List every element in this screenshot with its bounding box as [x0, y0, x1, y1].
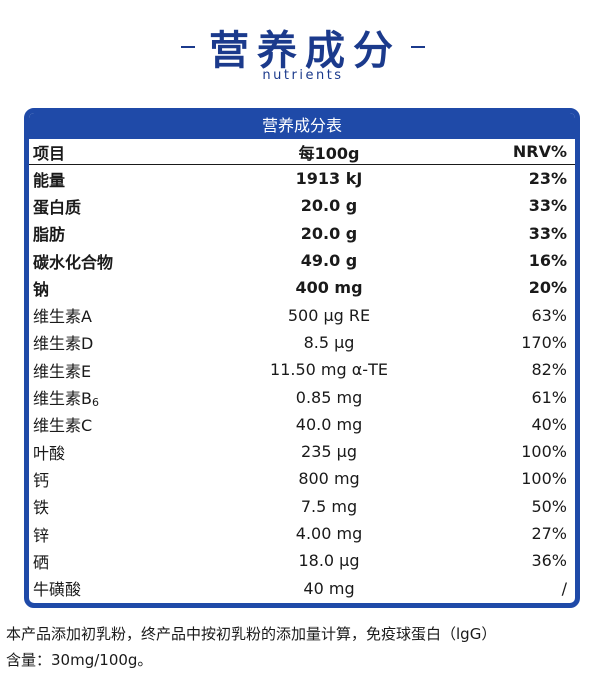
- row-item-name: 铁: [29, 494, 219, 518]
- table-row: 维生素E 11.50 mg α-TE 82%: [29, 356, 575, 383]
- nutrition-table: 营养成分表 项目 每100g NRV% 能量 1913 kJ 23% 蛋白质 20.0 …: [24, 108, 580, 608]
- table-body: 能量 1913 kJ 23% 蛋白质 20.0 g 33% 脂肪 20.0 g 33% 碳水化合物…: [29, 165, 575, 602]
- row-item-value: 0.85 mg: [295, 387, 363, 407]
- title-dash-right: [411, 46, 425, 48]
- footnote-line-1: 本产品添加初乳粉，终产品中按初乳粉的添加量计算，免疫球蛋白（lgG）: [6, 625, 497, 643]
- row-item-nrv: 100%: [521, 442, 567, 462]
- row-item-name: 维生素B6: [29, 385, 219, 409]
- row-item-name-text: 蛋白质: [33, 197, 82, 217]
- row-item-name-text: 铁: [33, 498, 50, 518]
- row-item-value: 18.0 μg: [298, 551, 360, 571]
- row-item-value: 40.0 mg: [295, 414, 363, 434]
- column-header-per100g: 每100g: [298, 143, 360, 163]
- row-item-name: 蛋白质: [29, 194, 219, 218]
- header: 营养成分 nutrients: [0, 0, 606, 100]
- table-row: 硒 18.0 μg 36%: [29, 547, 575, 574]
- row-item-name: 碳水化合物: [29, 249, 219, 273]
- row-item-name-text: 脂肪: [33, 225, 66, 245]
- row-item-value: 235 μg: [301, 442, 357, 462]
- footnote-line-2: 含量：30mg/100g。: [6, 651, 153, 669]
- row-item-nrv: 33%: [528, 196, 567, 216]
- table-row: 铁 7.5 mg 50%: [29, 493, 575, 520]
- row-item-nrv: 36%: [531, 551, 567, 571]
- row-item-name-text: 碳水化合物: [33, 252, 114, 272]
- row-item-name: 叶酸: [29, 440, 219, 464]
- table-row: 钠 400 mg 20%: [29, 274, 575, 301]
- row-item-name: 能量: [29, 167, 219, 191]
- table-row: 维生素D 8.5 μg 170%: [29, 329, 575, 356]
- row-item-nrv: 82%: [531, 360, 567, 380]
- row-item-value: 400 mg: [295, 278, 363, 298]
- row-item-name-text: 钠: [33, 279, 50, 299]
- row-item-name: 维生素D: [29, 330, 219, 354]
- row-item-value: 7.5 mg: [300, 496, 358, 516]
- row-item-nrv: 40%: [531, 414, 567, 434]
- row-item-nrv: 100%: [521, 469, 567, 489]
- table-row: 脂肪 20.0 g 33%: [29, 220, 575, 247]
- row-item-name-text: 维生素C: [33, 416, 93, 436]
- row-item-nrv: 170%: [521, 332, 567, 352]
- row-item-name: 锌: [29, 522, 219, 546]
- page-subtitle: nutrients: [262, 68, 344, 83]
- row-item-name: 维生素A: [29, 303, 219, 327]
- row-item-value: 800 mg: [298, 469, 360, 489]
- table-row: 维生素C 40.0 mg 40%: [29, 411, 575, 438]
- row-item-nrv: 61%: [531, 387, 567, 407]
- table-title: 营养成分表: [29, 113, 575, 139]
- row-item-value: 20.0 g: [300, 196, 358, 216]
- row-item-name: 钠: [29, 276, 219, 300]
- row-item-name-text: 牛磺酸: [33, 580, 82, 600]
- row-item-name-text: 能量: [33, 170, 66, 190]
- row-item-name-text: 钙: [33, 470, 50, 490]
- row-item-value: 49.0 g: [300, 251, 358, 271]
- row-item-value: 1913 kJ: [295, 169, 363, 189]
- row-item-nrv: 23%: [528, 169, 567, 189]
- column-header-item: 项目: [33, 143, 66, 163]
- row-item-nrv: 33%: [528, 223, 567, 243]
- row-item-nrv: 20%: [528, 278, 567, 298]
- table-row: 锌 4.00 mg 27%: [29, 520, 575, 547]
- table-row: 牛磺酸 40 mg /: [29, 574, 575, 601]
- row-item-value: 40 mg: [303, 578, 355, 598]
- table-row: 维生素B6 0.85 mg 61%: [29, 383, 575, 410]
- row-item-value: 11.50 mg α-TE: [270, 360, 388, 380]
- row-item-nrv: 16%: [528, 251, 567, 271]
- row-item-name-text: 维生素A: [33, 307, 92, 327]
- table-row: 钙 800 mg 100%: [29, 465, 575, 492]
- row-item-name-text: 叶酸: [33, 443, 66, 463]
- row-item-subscript: 6: [91, 396, 99, 410]
- table-row: 叶酸 235 μg 100%: [29, 438, 575, 465]
- row-item-nrv: 27%: [531, 524, 567, 543]
- row-item-value: 8.5 μg: [303, 332, 355, 352]
- row-item-name: 维生素E: [29, 358, 219, 382]
- row-item-name-text: 维生素B: [33, 389, 92, 409]
- title-dash-left: [181, 46, 195, 48]
- row-item-name: 脂肪: [29, 221, 219, 245]
- table-header-row: 项目 每100g NRV%: [29, 139, 575, 165]
- row-item-name: 牛磺酸: [29, 576, 219, 600]
- table-row: 碳水化合物 49.0 g 16%: [29, 247, 575, 274]
- row-item-name-text: 维生素E: [33, 361, 92, 381]
- row-item-name-text: 锌: [33, 525, 50, 545]
- footnote: 本产品添加初乳粉，终产品中按初乳粉的添加量计算，免疫球蛋白（lgG） 含量：30…: [6, 621, 602, 673]
- row-item-name: 硒: [29, 549, 219, 573]
- table-row: 维生素A 500 μg RE 63%: [29, 301, 575, 328]
- row-item-nrv: /: [561, 578, 567, 598]
- row-item-value: 4.00 mg: [295, 524, 363, 543]
- row-item-name-text: 硒: [33, 552, 50, 572]
- table-row: 能量 1913 kJ 23%: [29, 165, 575, 192]
- column-header-nrv: NRV%: [512, 142, 567, 161]
- title-row: 营养成分: [0, 18, 606, 76]
- row-item-nrv: 50%: [531, 496, 567, 516]
- row-item-value: 20.0 g: [300, 223, 358, 243]
- row-item-value: 500 μg RE: [287, 305, 371, 325]
- row-item-nrv: 63%: [531, 305, 567, 325]
- page-title: 营养成分: [209, 27, 401, 74]
- row-item-name: 钙: [29, 467, 219, 491]
- row-item-name: 维生素C: [29, 412, 219, 436]
- table-row: 蛋白质 20.0 g 33%: [29, 192, 575, 219]
- row-item-name-text: 维生素D: [33, 334, 94, 354]
